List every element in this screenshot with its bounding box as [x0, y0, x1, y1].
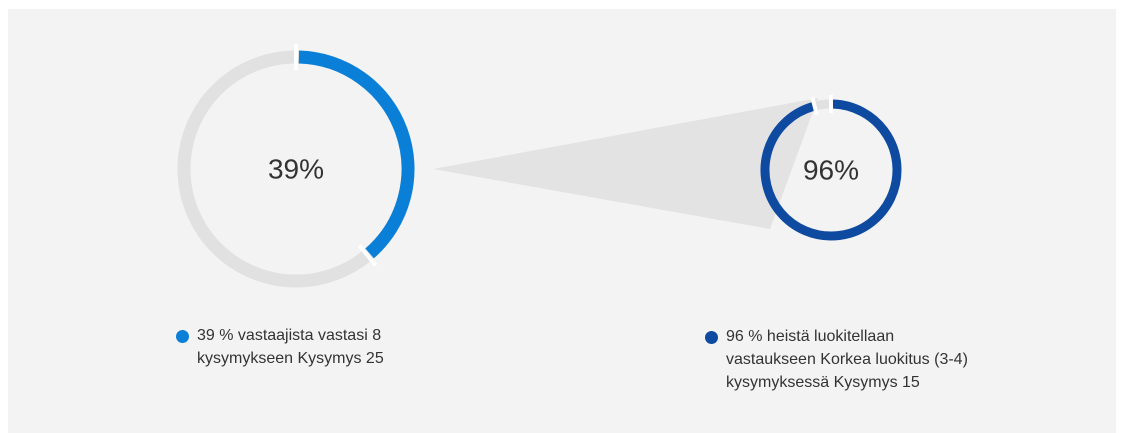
donut-1-center-label: 39%	[268, 153, 324, 184]
donut-1-value-arc[interactable]	[298, 50, 415, 259]
legend-1-marker	[176, 330, 189, 343]
donut-2-value-arc[interactable]	[760, 99, 902, 241]
donut-2-segment-gap	[810, 96, 819, 116]
legend-item-2: 96 % heistä luokitellaan vastaukseen Kor…	[705, 325, 985, 394]
legend-2-text: 96 % heistä luokitellaan vastaukseen Kor…	[726, 328, 968, 391]
legend-item-1: 39 % vastaajista vastasi 8 kysymykseen K…	[176, 324, 436, 370]
legend-1-text: 39 % vastaajista vastasi 8 kysymykseen K…	[197, 327, 384, 367]
legend-2-marker	[705, 331, 718, 344]
donut-1-segment-gap	[357, 244, 378, 267]
drilldown-connector	[433, 98, 818, 229]
donut-2-center-label: 96%	[803, 154, 859, 185]
